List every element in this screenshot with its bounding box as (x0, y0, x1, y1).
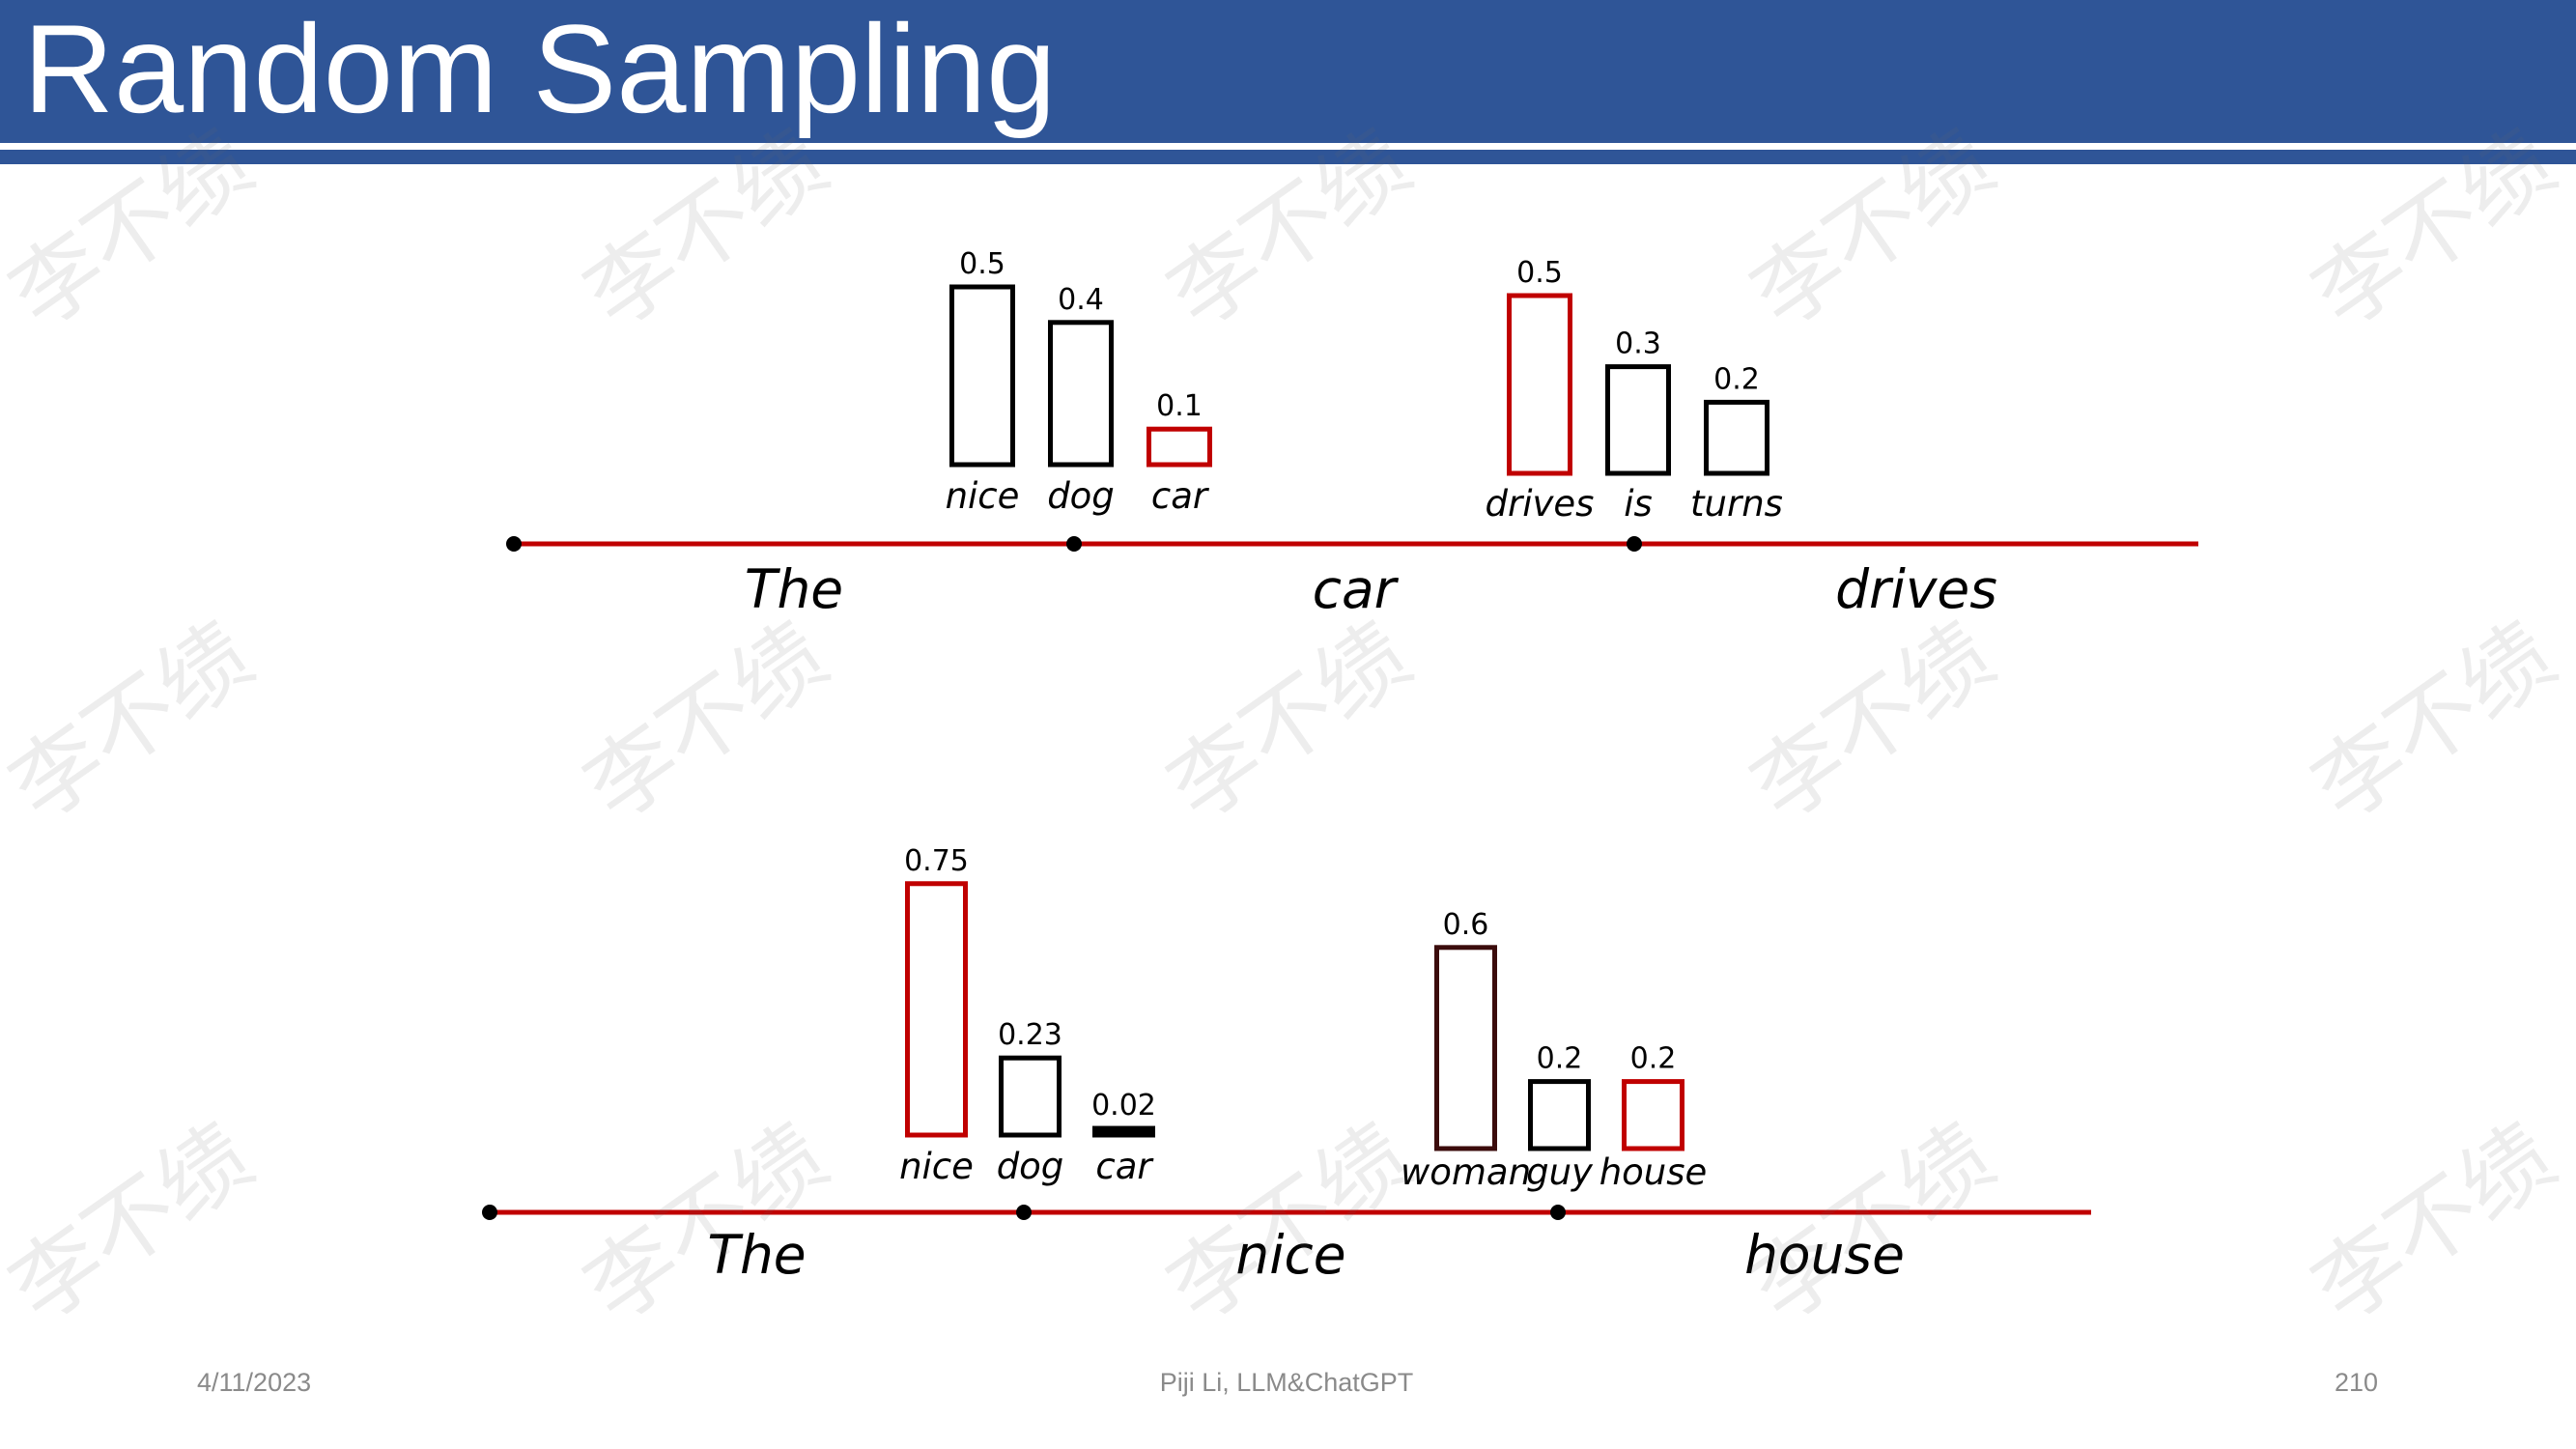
footer-author: Piji Li, LLM&ChatGPT (1159, 1368, 1414, 1397)
candidate-word: nice (946, 475, 1020, 517)
candidate-distribution-1: 0.75 nice 0.23 dog 0.02 car (899, 844, 1156, 1187)
selected-candidate-bar (1507, 293, 1572, 476)
sequence-token: drives (1835, 558, 1997, 620)
candidate-probability: 0.2 (1630, 1042, 1677, 1076)
candidate-bar (999, 1055, 1062, 1138)
candidate-probability: 0.02 (1091, 1089, 1156, 1122)
diagram-1: The car drives 0.5 nice 0.4 dog 0.1 car 0.5 drives… (506, 247, 2198, 620)
candidate-probability: 0.2 (1537, 1042, 1583, 1076)
token-boundary-dot (1066, 536, 1082, 552)
title-bar: Random Sampling (0, 0, 2576, 143)
selected-candidate-bar (1622, 1079, 1684, 1151)
sequence-token: nice (1235, 1224, 1345, 1286)
candidate-word: drives (1486, 483, 1595, 525)
candidate-probability: 0.1 (1156, 389, 1203, 423)
candidate-bar (1092, 1125, 1155, 1138)
sequence-token: car (1313, 558, 1400, 620)
candidate-distribution-2: 0.6 woman 0.2 guy 0.2 house (1401, 908, 1707, 1193)
candidate-word: car (1095, 1146, 1154, 1187)
selected-candidate-bar (905, 881, 968, 1138)
candidate-probability: 0.75 (904, 844, 969, 878)
candidate-probability: 0.3 (1615, 327, 1661, 361)
sequence-token: house (1744, 1224, 1905, 1286)
candidate-bar (1528, 1079, 1591, 1151)
candidate-word: dog (997, 1146, 1064, 1187)
token-boundary-dot (506, 536, 522, 552)
sequence-token: The (707, 1224, 806, 1286)
candidate-bar (1048, 320, 1114, 468)
candidate-bar (1605, 364, 1671, 476)
slide-title: Random Sampling (23, 0, 1057, 139)
candidate-word: house (1599, 1151, 1708, 1193)
candidate-distribution-2: 0.5 drives 0.3 is 0.2 turns (1486, 256, 1783, 525)
diagram-2: The nice house 0.75 nice 0.23 dog 0.02 car 0.6 wom… (482, 844, 2091, 1286)
candidate-word: is (1624, 483, 1653, 525)
candidate-word: guy (1526, 1151, 1594, 1193)
candidate-probability: 0.23 (998, 1018, 1062, 1052)
candidate-word: woman (1401, 1151, 1531, 1193)
candidate-bar (1704, 399, 1769, 476)
candidate-probability: 0.2 (1713, 362, 1760, 396)
selected-candidate-bar (1146, 426, 1212, 468)
token-boundary-dot (482, 1205, 497, 1220)
footer-date: 4/11/2023 (197, 1368, 312, 1397)
candidate-bar (949, 284, 1015, 468)
footer-page-number: 210 (2334, 1368, 2378, 1397)
candidate-word: nice (899, 1146, 974, 1187)
token-boundary-dot (1016, 1205, 1032, 1220)
title-underline (0, 150, 2576, 164)
token-boundary-dot (1550, 1205, 1566, 1220)
candidate-probability: 0.5 (1516, 256, 1563, 290)
sequence-token: The (745, 558, 843, 620)
candidate-word: turns (1690, 483, 1783, 525)
candidate-probability: 0.4 (1058, 283, 1104, 317)
candidate-probability: 0.6 (1443, 908, 1489, 942)
token-boundary-dot (1627, 536, 1642, 552)
candidate-word: dog (1047, 475, 1115, 517)
candidate-distribution-1: 0.5 nice 0.4 dog 0.1 car (946, 247, 1212, 517)
candidate-probability: 0.5 (959, 247, 1005, 281)
candidate-word: car (1151, 475, 1210, 517)
candidate-bar (1434, 945, 1497, 1151)
